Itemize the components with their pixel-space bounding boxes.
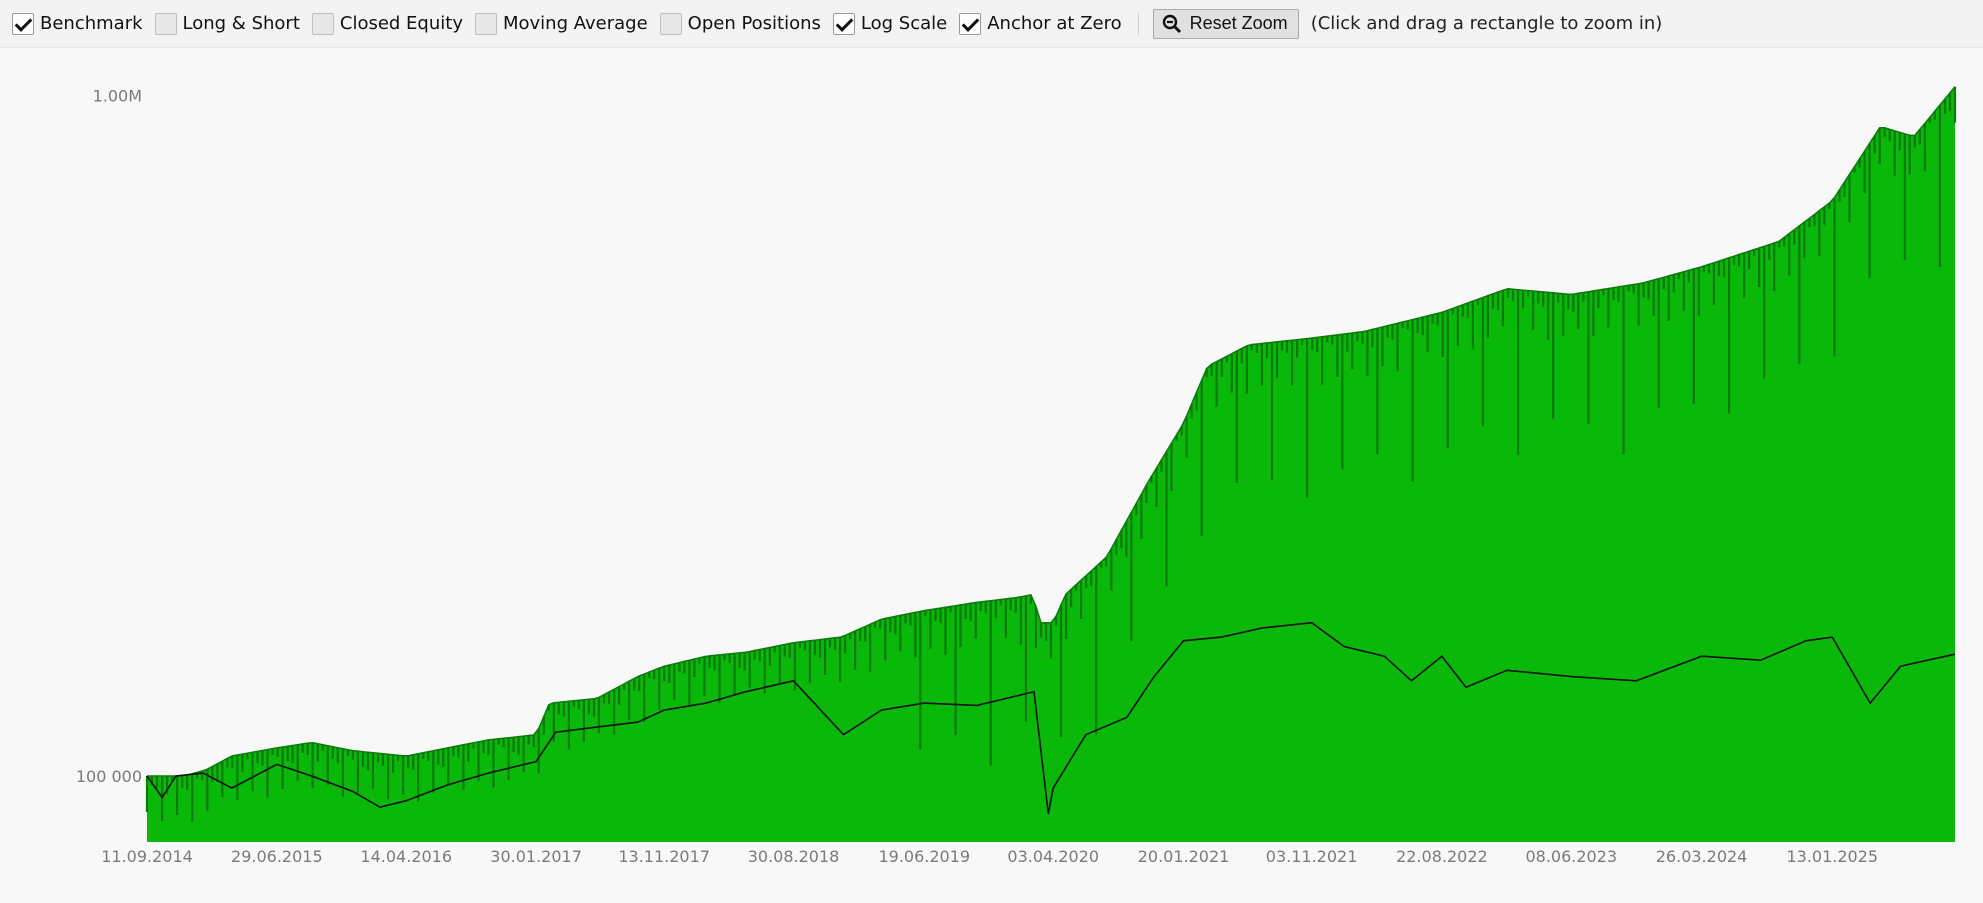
chart-toolbar: Benchmark Long & Short Closed Equity Mov…: [0, 0, 1983, 48]
x-tick-label: 13.01.2025: [1786, 847, 1878, 866]
checkbox-box[interactable]: [832, 12, 855, 35]
equity-drawdown-lines: [145, 86, 1957, 822]
checkbox-closed-equity[interactable]: Closed Equity: [311, 12, 463, 35]
checkbox-box[interactable]: [311, 12, 334, 35]
checkbox-anchor-at-zero[interactable]: Anchor at Zero: [959, 12, 1122, 35]
x-tick-label: 29.06.2015: [231, 847, 323, 866]
x-tick-label: 11.09.2014: [101, 847, 193, 866]
zoom-out-icon: [1162, 14, 1181, 33]
checkbox-label: Long & Short: [182, 13, 300, 34]
x-tick-label: 30.01.2017: [490, 847, 582, 866]
equity-chart[interactable]: 100 000 1.00M 11.09.2014 29.06.2015 14.04.2…: [0, 49, 1983, 903]
checkbox-moving-average[interactable]: Moving Average: [474, 12, 648, 35]
x-tick-label: 03.04.2020: [1007, 847, 1099, 866]
x-tick-label: 03.11.2021: [1266, 847, 1358, 866]
checkbox-box[interactable]: [959, 12, 982, 35]
checkbox-label: Anchor at Zero: [987, 13, 1122, 34]
y-tick-label: 100 000: [76, 767, 142, 786]
checkbox-label: Open Positions: [687, 13, 821, 34]
checkbox-label: Closed Equity: [339, 13, 463, 34]
x-tick-label: 19.06.2019: [878, 847, 970, 866]
zoom-hint: (Click and drag a rectangle to zoom in): [1310, 13, 1663, 34]
x-tick-label: 26.03.2024: [1656, 847, 1748, 866]
reset-zoom-button[interactable]: Reset Zoom: [1152, 8, 1299, 39]
checkbox-label: Log Scale: [860, 13, 948, 34]
equity-line: [147, 86, 1956, 777]
x-tick-label: 14.04.2016: [360, 847, 452, 866]
x-tick-label: 20.01.2021: [1138, 847, 1230, 866]
x-axis: 11.09.2014 29.06.2015 14.04.2016 30.01.2017…: [101, 847, 1878, 866]
checkbox-long-short[interactable]: Long & Short: [154, 12, 300, 35]
x-tick-label: 30.08.2018: [748, 847, 840, 866]
checkbox-log-scale[interactable]: Log Scale: [832, 12, 948, 35]
checkbox-open-positions[interactable]: Open Positions: [659, 12, 821, 35]
checkbox-box[interactable]: [474, 12, 497, 35]
checkbox-box[interactable]: [659, 12, 682, 35]
reset-zoom-label: Reset Zoom: [1189, 13, 1288, 33]
checkbox-label: Moving Average: [502, 13, 648, 34]
y-tick-label: 1.00M: [93, 86, 142, 105]
checkbox-box[interactable]: [12, 12, 34, 35]
chart-area[interactable]: 100 000 1.00M 11.09.2014 29.06.2015 14.04.2…: [0, 49, 1983, 903]
benchmark-series: [146, 621, 1956, 814]
x-tick-label: 08.06.2023: [1525, 847, 1617, 866]
checkbox-label: Benchmark: [40, 13, 143, 34]
y-axis: 100 000 1.00M: [76, 86, 142, 786]
checkbox-benchmark[interactable]: Benchmark: [12, 12, 143, 35]
x-tick-label: 22.08.2022: [1396, 847, 1488, 866]
equity-series: [145, 86, 1957, 842]
equity-area: [147, 86, 1955, 842]
toolbar-separator: [1137, 12, 1139, 35]
checkbox-box[interactable]: [154, 12, 177, 35]
benchmark-line: [146, 621, 1956, 814]
x-tick-label: 13.11.2017: [618, 847, 710, 866]
